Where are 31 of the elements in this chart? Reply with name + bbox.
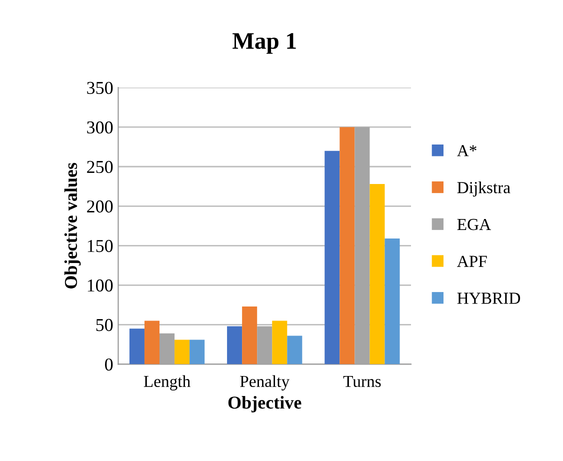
bar xyxy=(174,340,190,364)
bar xyxy=(129,328,144,364)
legend-label: HYBRID xyxy=(457,292,520,304)
y-tick-label: 350 xyxy=(87,82,113,94)
legend-label: EGA xyxy=(457,218,491,230)
y-tick-label: 200 xyxy=(87,200,113,213)
legend-label: Dijkstra xyxy=(457,182,510,197)
bar xyxy=(340,127,355,364)
y-axis-title: Objective values xyxy=(64,162,81,288)
chart-title: Map 1 xyxy=(232,33,296,54)
bar xyxy=(144,320,160,364)
bar xyxy=(384,238,400,364)
bar xyxy=(324,150,340,364)
y-tick-label: 0 xyxy=(105,358,113,371)
legend-label: APF xyxy=(457,256,487,267)
x-tick-label: Length xyxy=(144,375,190,390)
y-tick-label: 50 xyxy=(96,318,113,332)
y-tick-label: 250 xyxy=(87,160,113,174)
bar xyxy=(190,340,205,364)
x-tick-label: Penalty xyxy=(240,375,290,390)
bar xyxy=(272,320,288,364)
x-axis-title: Objective xyxy=(228,396,302,412)
bar xyxy=(242,306,258,364)
y-tick-label: 150 xyxy=(88,240,113,252)
x-tick-label: Turns xyxy=(343,376,381,388)
bar xyxy=(370,184,385,364)
y-tick-label: 100 xyxy=(88,279,113,292)
legend-label: A* xyxy=(457,145,476,156)
bar xyxy=(287,336,302,364)
y-tick-label: 300 xyxy=(87,121,113,134)
bar xyxy=(227,326,242,364)
